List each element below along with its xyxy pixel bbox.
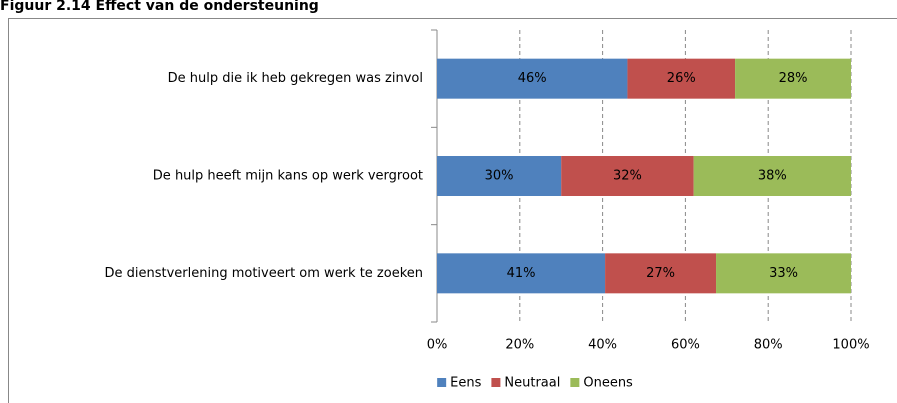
legend-swatch <box>491 378 501 387</box>
data-label: 28% <box>779 71 808 86</box>
data-label: 32% <box>613 169 642 184</box>
legend-swatch <box>437 378 447 387</box>
legend-swatch <box>570 378 580 387</box>
bar-segment <box>437 253 606 294</box>
bar-segment <box>693 156 851 196</box>
x-tick-label: 0% <box>427 338 448 353</box>
x-tick-label: 80% <box>754 338 783 353</box>
bar-segment <box>437 156 562 196</box>
legend-label: Neutraal <box>504 376 560 391</box>
y-tick-label: De dienstverlening motiveert om werk te … <box>104 266 423 281</box>
bar-segment <box>605 253 717 294</box>
bar-segment <box>716 253 851 294</box>
legend: Eens Neutraal Oneens <box>437 376 633 391</box>
legend-label: Oneens <box>583 376 633 391</box>
x-tick-label: 60% <box>671 338 700 353</box>
data-label: 27% <box>646 266 675 281</box>
chart-title: Figuur 2.14 Effect van de ondersteuning <box>0 0 319 14</box>
bar-segment <box>735 58 851 99</box>
x-tick-label: 20% <box>505 338 534 353</box>
data-label: 26% <box>667 71 696 86</box>
bar-segment <box>437 58 628 99</box>
y-tick-label: De hulp die ik heb gekregen was zinvol <box>168 71 423 86</box>
x-tick-label: 100% <box>832 338 869 353</box>
data-label: 46% <box>518 71 547 86</box>
x-tick-label: 40% <box>588 338 617 353</box>
bar-segment <box>561 156 694 196</box>
chart-border <box>8 18 897 403</box>
data-label: 41% <box>507 266 536 281</box>
y-tick-label: De hulp heeft mijn kans op werk vergroot <box>153 169 423 184</box>
data-label: 30% <box>485 169 514 184</box>
bar-segment <box>627 58 736 99</box>
data-label: 38% <box>758 169 787 184</box>
legend-label: Eens <box>450 376 481 391</box>
data-label: 33% <box>769 266 798 281</box>
